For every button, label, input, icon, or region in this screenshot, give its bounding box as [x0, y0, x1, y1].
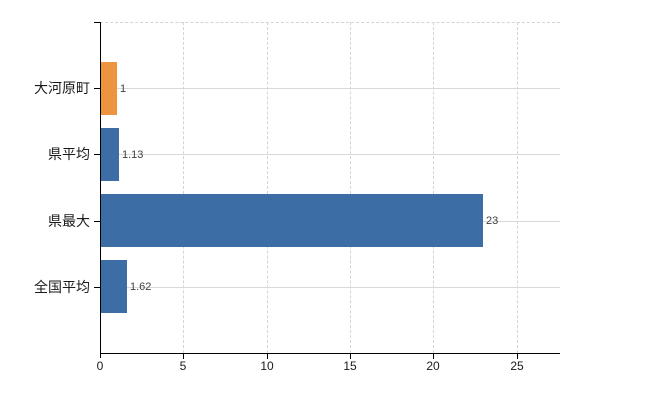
category-label-ogawara-machi: 大河原町	[34, 80, 90, 96]
x-axis-tick-15	[350, 354, 351, 359]
horizontal-gridline-row2	[100, 154, 560, 155]
y-axis-line	[100, 22, 101, 358]
value-label-ogawara-machi: 1	[120, 82, 127, 95]
x-axis-line	[100, 353, 560, 354]
y-axis-tick-row4	[94, 287, 101, 288]
bar-pref-average	[101, 128, 119, 181]
x-axis-tick-10	[267, 354, 268, 359]
x-tick-label-5: 5	[179, 359, 187, 373]
category-label-national-average: 全国平均	[34, 279, 90, 295]
vertical-gridline-20	[433, 22, 434, 353]
vertical-gridline-5	[183, 22, 184, 353]
bar-row-pref-max: 23	[101, 194, 560, 247]
x-tick-label-25: 25	[510, 359, 524, 373]
plot-top-border	[100, 22, 560, 23]
bar-ogawara-machi	[101, 62, 117, 115]
x-tick-label-20: 20	[426, 359, 440, 373]
bar-row-national-average: 1.62	[101, 260, 560, 313]
value-label-pref-average: 1.13	[122, 148, 144, 161]
vertical-gridline-10	[267, 22, 268, 353]
y-axis-tick-top	[94, 22, 101, 23]
bar-national-average	[101, 260, 127, 313]
x-axis-tick-5	[183, 354, 184, 359]
y-axis-tick-row1	[94, 88, 101, 89]
y-axis-tick-row3	[94, 221, 101, 222]
category-label-pref-max: 県最大	[48, 213, 90, 229]
x-tick-label-0: 0	[96, 359, 104, 373]
category-label-pref-average: 県平均	[48, 146, 90, 162]
y-axis-tick-row2	[94, 154, 101, 155]
value-label-pref-max: 23	[486, 214, 499, 227]
bar-row-pref-average: 1.13	[101, 128, 560, 181]
x-tick-label-15: 15	[343, 359, 357, 373]
vertical-gridline-15	[350, 22, 351, 353]
value-label-national-average: 1.62	[130, 280, 152, 293]
bar-row-ogawara-machi: 1	[101, 62, 560, 115]
x-axis-tick-20	[433, 354, 434, 359]
horizontal-gridline-row1	[100, 88, 560, 89]
x-tick-label-10: 10	[260, 359, 274, 373]
bar-pref-max	[101, 194, 483, 247]
x-axis-tick-25	[517, 354, 518, 359]
horizontal-gridline-row4	[100, 287, 560, 288]
vertical-gridline-25	[517, 22, 518, 353]
